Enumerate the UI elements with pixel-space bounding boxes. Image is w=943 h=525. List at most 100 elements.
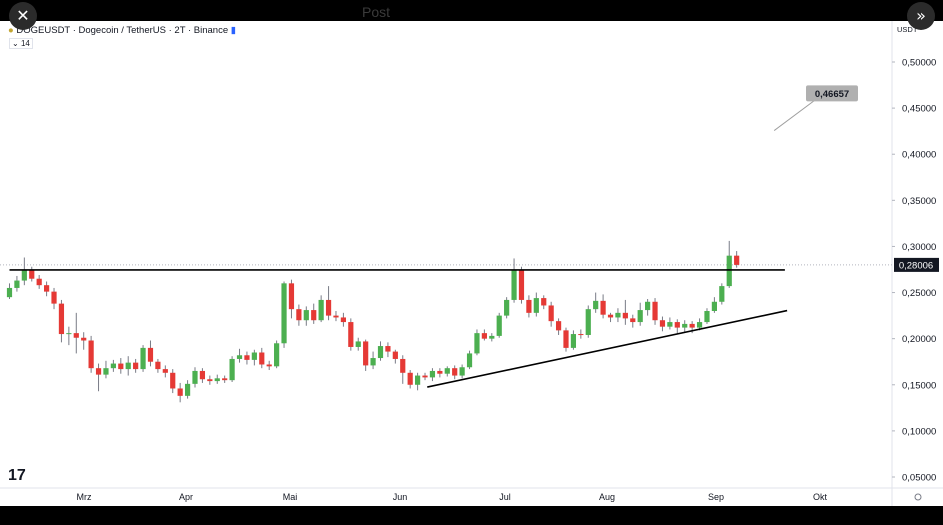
candle bbox=[511, 258, 517, 303]
candle-body bbox=[118, 363, 124, 370]
time-tick-label: Okt bbox=[813, 492, 828, 502]
candle-body bbox=[377, 346, 384, 359]
candle-body bbox=[696, 322, 703, 328]
candle-body bbox=[44, 285, 50, 292]
candle bbox=[325, 286, 332, 321]
candle bbox=[630, 314, 636, 328]
time-tick-label: Mai bbox=[283, 492, 298, 502]
candle bbox=[444, 366, 450, 377]
candle-body bbox=[184, 383, 191, 396]
candle bbox=[266, 360, 272, 371]
candle bbox=[6, 283, 13, 300]
candle bbox=[429, 368, 436, 382]
candle-body bbox=[452, 368, 458, 376]
target-callout-label: 0,46657 bbox=[815, 89, 849, 100]
candle bbox=[229, 356, 235, 383]
candle-body bbox=[177, 388, 183, 396]
candle-body bbox=[726, 255, 732, 287]
candle-body bbox=[622, 312, 628, 319]
candle bbox=[184, 380, 191, 399]
time-tick-label: Jun bbox=[393, 492, 408, 502]
candle bbox=[637, 302, 643, 326]
candle bbox=[726, 240, 732, 288]
price-tick-label: 0,20000 bbox=[902, 334, 936, 345]
close-icon[interactable]: ✕ bbox=[9, 2, 37, 30]
candle bbox=[125, 356, 131, 376]
candle-body bbox=[444, 368, 450, 374]
price-tick-label: 0,40000 bbox=[902, 150, 936, 161]
candle bbox=[407, 370, 413, 389]
candle-body bbox=[355, 341, 361, 347]
candle bbox=[21, 257, 27, 286]
time-tick-label: Mrz bbox=[77, 492, 92, 502]
candle-body bbox=[682, 323, 688, 328]
price-tick-label: 0,15000 bbox=[902, 380, 936, 391]
candle bbox=[526, 295, 532, 318]
price-tick-label: 0,10000 bbox=[902, 426, 936, 437]
candle bbox=[674, 319, 680, 334]
candle-body bbox=[563, 330, 569, 348]
candle-body bbox=[251, 352, 257, 360]
candle bbox=[607, 312, 614, 323]
candle-body bbox=[244, 355, 250, 360]
candle bbox=[622, 299, 628, 325]
candle bbox=[288, 279, 295, 319]
candle bbox=[355, 337, 361, 351]
indicator-toggle[interactable]: ⌄ 14 bbox=[9, 38, 33, 49]
candle bbox=[133, 358, 139, 373]
candle bbox=[192, 367, 198, 388]
candlestick-chart[interactable]: 0,50000 0,45000 0,40000 0,35000 0,30000 0,250… bbox=[0, 21, 943, 506]
candle bbox=[489, 333, 495, 342]
candle bbox=[177, 382, 183, 403]
candle bbox=[103, 360, 109, 379]
currency-label[interactable]: USDT bbox=[897, 25, 918, 34]
candle-body bbox=[155, 361, 161, 370]
candle-body bbox=[274, 343, 280, 367]
candle-body bbox=[296, 309, 302, 321]
candle bbox=[563, 327, 569, 352]
candle bbox=[110, 359, 116, 372]
price-tick-label: 0,05000 bbox=[902, 473, 936, 484]
last-price-label: 0,28006 bbox=[899, 260, 933, 271]
candle bbox=[667, 317, 673, 330]
candle bbox=[36, 275, 42, 289]
candle bbox=[236, 348, 243, 363]
candle bbox=[385, 342, 391, 358]
candle-body bbox=[325, 299, 332, 316]
candle-body bbox=[236, 355, 243, 359]
candle-body bbox=[66, 333, 72, 335]
candle bbox=[140, 345, 146, 372]
candle bbox=[251, 349, 257, 366]
candle bbox=[318, 295, 324, 323]
candle bbox=[578, 329, 584, 339]
candle-body bbox=[58, 303, 65, 335]
candle bbox=[155, 358, 161, 373]
candle-body bbox=[229, 358, 235, 381]
symbol-header[interactable]: ● DOGEUSDT · Dogecoin / TetherUS · 2T · … bbox=[8, 25, 236, 36]
candle bbox=[711, 297, 717, 313]
candle bbox=[147, 340, 154, 367]
candle-body bbox=[437, 370, 443, 374]
candle-body bbox=[630, 318, 636, 323]
candle bbox=[652, 298, 658, 325]
target-callout-box bbox=[806, 85, 858, 102]
candle-body bbox=[385, 346, 391, 352]
candle bbox=[81, 332, 87, 350]
candle-body bbox=[578, 334, 584, 336]
chevron-double-right-icon[interactable]: » bbox=[907, 2, 935, 30]
candle bbox=[348, 318, 354, 351]
candle-body bbox=[162, 369, 168, 373]
candle bbox=[422, 372, 428, 381]
candle bbox=[170, 369, 176, 394]
candle-body bbox=[474, 333, 480, 354]
candle bbox=[333, 311, 339, 322]
price-tick-label: 0,50000 bbox=[902, 58, 936, 69]
candle bbox=[311, 303, 317, 324]
candle bbox=[44, 281, 50, 297]
candle bbox=[682, 320, 688, 333]
candle bbox=[481, 329, 487, 341]
candle-body bbox=[652, 301, 658, 321]
candle-body bbox=[466, 353, 473, 368]
candle-body bbox=[207, 379, 213, 382]
candle-body bbox=[6, 287, 13, 298]
